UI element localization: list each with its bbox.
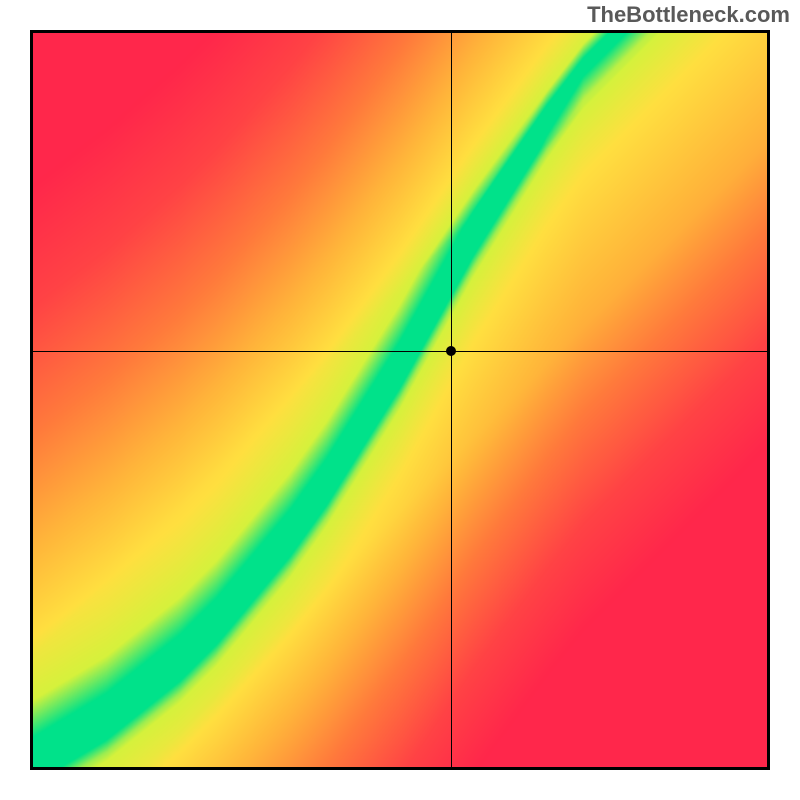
crosshair-marker: [446, 346, 456, 356]
heatmap-plot: [30, 30, 770, 770]
heatmap-canvas: [33, 33, 767, 767]
watermark-text: TheBottleneck.com: [587, 2, 790, 28]
crosshair-horizontal: [33, 351, 767, 352]
crosshair-vertical: [451, 33, 452, 767]
